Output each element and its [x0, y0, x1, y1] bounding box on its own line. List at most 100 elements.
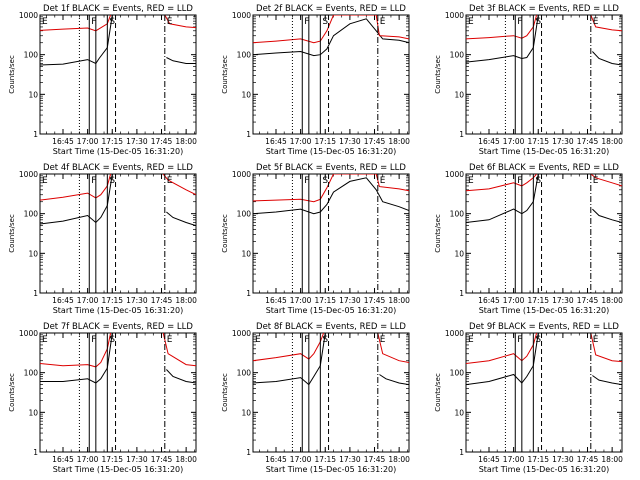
y-tick-label: 1000	[445, 11, 464, 20]
x-tick-label: 17:15	[314, 296, 336, 305]
marker-label: E	[167, 335, 173, 345]
y-tick-label: 1000	[232, 11, 251, 20]
marker-label: E	[167, 176, 173, 186]
events-series-line	[253, 18, 409, 57]
marker-label: F	[517, 17, 522, 27]
lld-series-line	[590, 333, 622, 363]
y-tick-label: 1000	[232, 329, 251, 338]
plot-frame	[39, 14, 197, 135]
lld-series-line	[377, 333, 409, 363]
y-tick-label: 10	[28, 249, 38, 258]
lld-series-line	[162, 333, 196, 367]
marker-label: F	[517, 335, 522, 345]
y-tick-label: 100	[237, 369, 252, 378]
x-tick-label: 18:00	[601, 296, 623, 305]
corner-label: E	[42, 17, 48, 27]
y-tick-label: 100	[24, 210, 39, 219]
x-tick-label: 17:45	[577, 137, 599, 146]
x-tick-label: 17:30	[339, 455, 361, 464]
plot-frame	[39, 173, 197, 294]
x-tick-label: 17:00	[77, 455, 99, 464]
x-tick-label: 17:45	[364, 137, 386, 146]
marker-label: F	[304, 335, 309, 345]
x-tick-label: 17:30	[552, 296, 574, 305]
events-series-line	[166, 57, 196, 64]
corner-label: E	[42, 335, 48, 345]
x-tick-label: 17:15	[101, 137, 123, 146]
y-axis-label: Counts/sec	[8, 373, 16, 412]
x-axis-label: Start Time (15-Dec-05 16:31:20)	[53, 306, 184, 315]
x-tick-label: 18:00	[175, 455, 197, 464]
y-tick-label: 1	[246, 289, 251, 298]
corner-label: E	[468, 17, 474, 27]
y-tick-label: 1000	[445, 329, 464, 338]
x-tick-label: 17:15	[101, 455, 123, 464]
x-axis-label: Start Time (15-Dec-05 16:31:20)	[53, 147, 184, 156]
x-tick-label: 16:45	[478, 137, 500, 146]
events-series-line	[379, 374, 409, 386]
y-axis-label: Counts/sec	[8, 55, 16, 94]
y-tick-label: 10	[28, 90, 38, 99]
x-tick-label: 17:30	[552, 137, 574, 146]
marker-label: S	[322, 335, 328, 345]
lld-series-line	[590, 15, 622, 32]
x-tick-label: 17:15	[527, 296, 549, 305]
x-axis-label: Start Time (15-Dec-05 16:31:20)	[53, 465, 184, 474]
lld-series-line	[40, 15, 112, 32]
corner-label: E	[468, 335, 474, 345]
plot-frame	[465, 332, 623, 453]
y-tick-label: 10	[454, 249, 464, 258]
y-axis-label: Counts/sec	[434, 373, 442, 412]
x-tick-label: 17:30	[126, 296, 148, 305]
y-axis-label: Counts/sec	[434, 214, 442, 253]
x-tick-label: 18:00	[175, 296, 197, 305]
plot-frame	[465, 173, 623, 294]
lld-series-line	[590, 174, 622, 187]
x-tick-label: 16:45	[52, 296, 74, 305]
events-series-line	[592, 375, 622, 386]
x-axis-label: Start Time (15-Dec-05 16:31:20)	[479, 465, 610, 474]
x-tick-label: 18:00	[388, 296, 410, 305]
x-tick-label: 16:45	[478, 455, 500, 464]
y-tick-label: 100	[237, 51, 252, 60]
marker-label: E	[593, 335, 599, 345]
y-tick-label: 1	[459, 448, 464, 457]
lld-series-line	[253, 174, 409, 203]
x-tick-label: 18:00	[388, 137, 410, 146]
marker-label: E	[380, 17, 386, 27]
x-tick-label: 17:15	[527, 455, 549, 464]
lld-series-line	[466, 333, 538, 364]
panel-title: Det 1f BLACK = Events, RED = LLD	[43, 4, 193, 14]
y-tick-label: 1	[459, 130, 464, 139]
marker-label: S	[109, 17, 115, 27]
detector-panel: Det 5f BLACK = Events, RED = LLD 1 10 100 10…	[221, 163, 410, 315]
events-series-line	[592, 51, 622, 66]
x-tick-label: 17:30	[339, 296, 361, 305]
plot-frame	[465, 14, 623, 135]
events-series-line	[592, 208, 622, 223]
detector-panel: Det 1f BLACK = Events, RED = LLD 1 10 100 10…	[8, 4, 197, 156]
x-tick-label: 17:45	[151, 137, 173, 146]
x-tick-label: 17:00	[290, 137, 312, 146]
marker-label: S	[322, 17, 328, 27]
y-tick-label: 100	[450, 369, 465, 378]
y-tick-label: 1	[246, 130, 251, 139]
y-tick-label: 1000	[19, 11, 38, 20]
panel-title: Det 7f BLACK = Events, RED = LLD	[43, 322, 193, 332]
x-tick-label: 17:45	[364, 455, 386, 464]
x-tick-label: 17:45	[577, 455, 599, 464]
y-axis-label: Counts/sec	[221, 214, 229, 253]
lld-series-line	[40, 333, 112, 368]
y-tick-label: 1000	[232, 170, 251, 179]
marker-label: F	[91, 176, 96, 186]
y-tick-label: 100	[24, 51, 39, 60]
y-tick-label: 100	[237, 210, 252, 219]
x-tick-label: 16:45	[265, 455, 287, 464]
x-tick-label: 17:00	[290, 296, 312, 305]
y-tick-label: 100	[450, 210, 465, 219]
y-tick-label: 10	[241, 249, 251, 258]
x-tick-label: 16:45	[52, 455, 74, 464]
panel-title: Det 3f BLACK = Events, RED = LLD	[469, 4, 619, 14]
x-tick-label: 17:45	[151, 455, 173, 464]
